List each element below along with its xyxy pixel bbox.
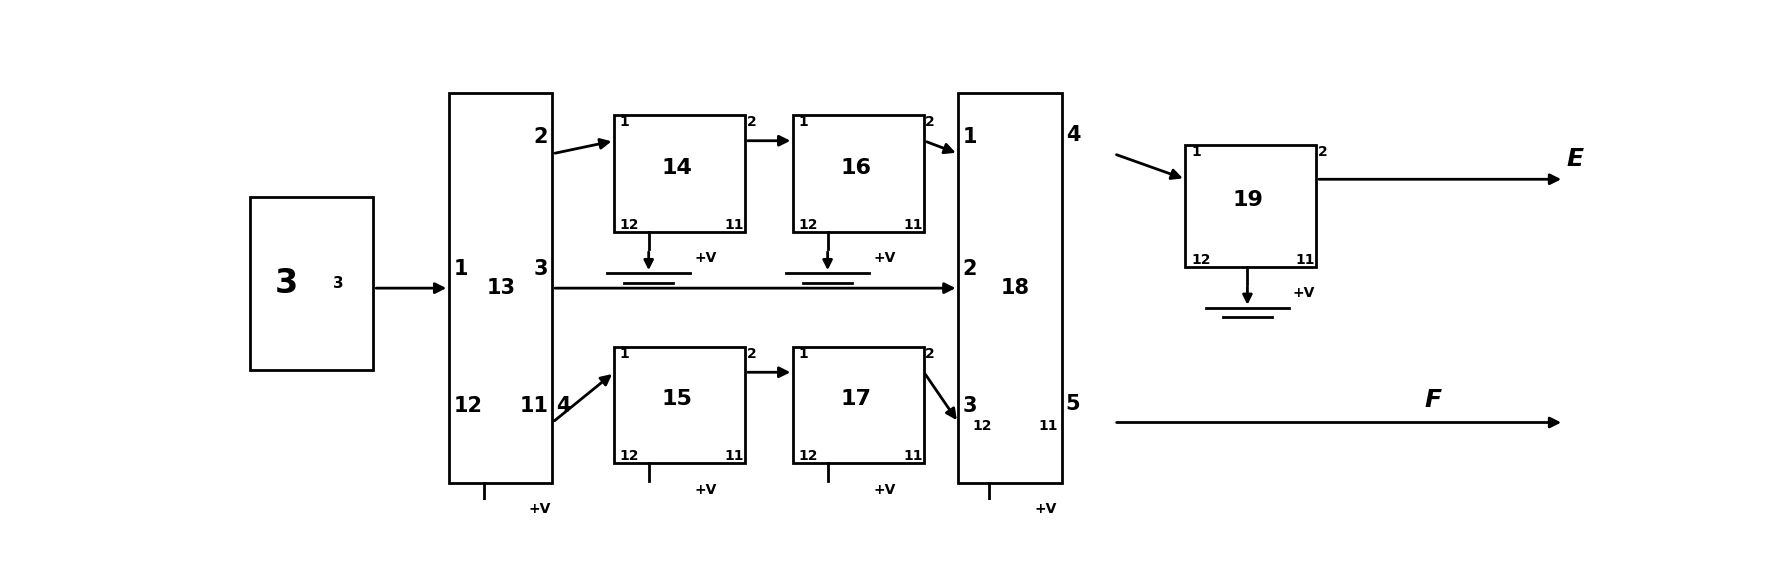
Text: 11: 11 [1295, 252, 1314, 266]
Text: 12: 12 [620, 218, 639, 232]
Text: 11: 11 [725, 450, 744, 464]
Text: 2: 2 [1318, 146, 1327, 160]
Text: +V: +V [529, 502, 551, 516]
Text: 3: 3 [275, 268, 298, 300]
Text: 2: 2 [746, 115, 757, 129]
Text: 15: 15 [662, 389, 693, 409]
Text: 3: 3 [334, 277, 345, 291]
Text: 12: 12 [971, 419, 991, 433]
Text: 12: 12 [799, 218, 819, 232]
Text: +V: +V [694, 251, 716, 265]
Text: 11: 11 [902, 450, 922, 464]
Text: 12: 12 [620, 450, 639, 464]
Bar [1186, 146, 1316, 266]
Text: 12: 12 [453, 396, 483, 416]
Text: 1: 1 [963, 127, 977, 147]
Text: 19: 19 [1233, 190, 1265, 210]
Text: 16: 16 [840, 157, 872, 178]
Bar [959, 93, 1062, 483]
Text: 1: 1 [799, 347, 808, 361]
Text: 18: 18 [1000, 278, 1030, 298]
Text: +V: +V [1034, 502, 1057, 516]
Text: 1: 1 [620, 115, 629, 129]
Text: 17: 17 [840, 389, 872, 409]
Text: 5: 5 [1066, 394, 1080, 414]
Text: F: F [1424, 388, 1442, 412]
Text: 13: 13 [487, 278, 515, 298]
Text: 12: 12 [799, 450, 819, 464]
Text: 1: 1 [453, 260, 467, 279]
Bar [794, 115, 924, 232]
Text: +V: +V [874, 251, 895, 265]
Text: 11: 11 [902, 218, 922, 232]
Text: 4: 4 [1066, 125, 1080, 145]
Text: 2: 2 [925, 347, 936, 361]
Text: E: E [1566, 147, 1584, 171]
Bar [614, 347, 746, 464]
Text: 11: 11 [725, 218, 744, 232]
Text: 2: 2 [746, 347, 757, 361]
Text: 12: 12 [1192, 252, 1211, 266]
Text: 2: 2 [963, 260, 977, 279]
Text: +V: +V [1293, 286, 1316, 300]
Text: 4: 4 [556, 396, 570, 416]
Text: 1: 1 [620, 347, 629, 361]
Text: 3: 3 [963, 396, 977, 416]
Text: 2: 2 [535, 127, 549, 147]
Bar [249, 197, 373, 370]
Text: +V: +V [874, 483, 895, 497]
Text: 3: 3 [535, 260, 549, 279]
Bar [794, 347, 924, 464]
Text: +V: +V [694, 483, 716, 497]
Text: 14: 14 [662, 157, 693, 178]
Bar [614, 115, 746, 232]
Text: 1: 1 [799, 115, 808, 129]
Bar [449, 93, 552, 483]
Text: 1: 1 [1192, 146, 1201, 160]
Text: 11: 11 [519, 396, 549, 416]
Text: 2: 2 [925, 115, 936, 129]
Text: 11: 11 [1037, 419, 1057, 433]
